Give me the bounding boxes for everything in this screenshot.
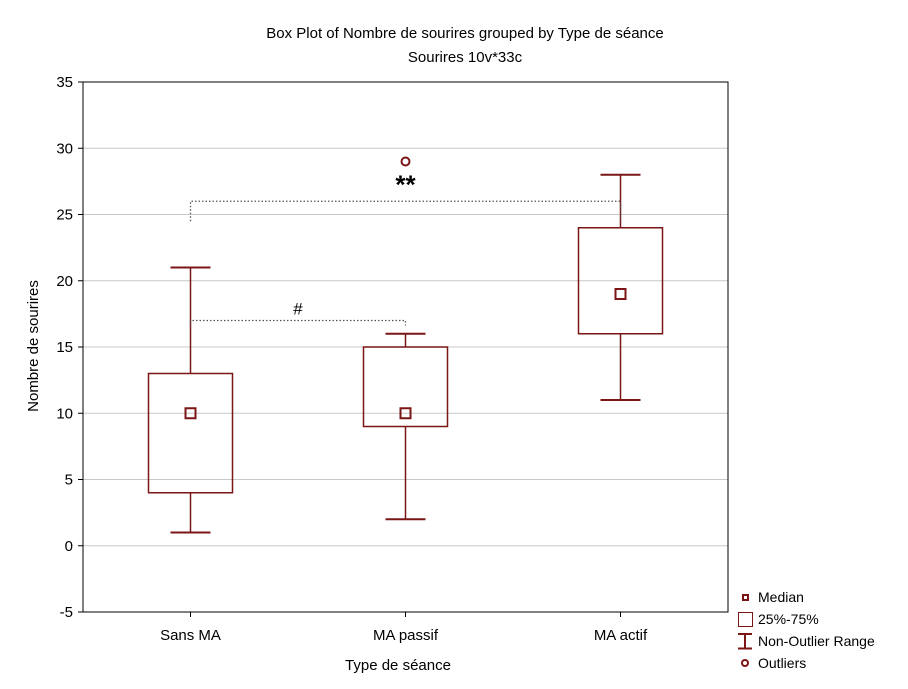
whisker-marker-icon xyxy=(736,633,754,649)
legend-label: 25%-75% xyxy=(758,611,819,627)
median-marker xyxy=(614,288,627,300)
y-tick-label: 5 xyxy=(65,472,73,489)
legend-label: Outliers xyxy=(758,655,807,671)
x-tick-label: MA passif xyxy=(373,627,439,644)
y-tick-label: 20 xyxy=(56,273,73,290)
y-tick-label: -5 xyxy=(60,604,73,621)
y-tick-label: 10 xyxy=(56,405,73,422)
x-axis-label: Type de séance xyxy=(345,657,451,674)
median-marker-icon xyxy=(736,593,754,601)
outlier-marker xyxy=(400,156,411,167)
legend-item-box: 25%-75% xyxy=(736,608,908,630)
significance-label: # xyxy=(293,300,303,319)
box-marker-icon xyxy=(736,611,754,627)
iqr-box xyxy=(362,346,449,428)
y-tick-label: 25 xyxy=(56,207,73,224)
outlier-marker-icon xyxy=(736,659,754,667)
y-tick-label: 0 xyxy=(65,538,73,555)
x-tick-label: MA actif xyxy=(594,627,648,644)
legend-label: Non-Outlier Range xyxy=(758,633,875,649)
significance-label: ** xyxy=(395,169,416,199)
median-marker xyxy=(184,407,197,420)
legend-item-range: Non-Outlier Range xyxy=(736,630,908,652)
y-axis-label: Nombre de sourires xyxy=(25,280,42,412)
legend-item-median: Median xyxy=(736,586,908,608)
legend-item-outliers: Outliers xyxy=(736,652,908,674)
y-tick-label: 30 xyxy=(56,140,73,157)
legend: Median 25%-75% Non-Outlier Range Outlier… xyxy=(736,586,908,674)
x-tick-label: Sans MA xyxy=(160,627,221,644)
significance-bracket xyxy=(189,319,407,326)
y-tick-label: 15 xyxy=(56,339,73,356)
legend-label: Median xyxy=(758,589,804,605)
significance-bracket xyxy=(189,200,622,222)
chart-title: Box Plot of Nombre de sourires grouped b… xyxy=(266,25,663,42)
iqr-box xyxy=(577,227,664,335)
iqr-box xyxy=(147,372,234,494)
y-tick-label: 35 xyxy=(56,74,73,91)
median-marker xyxy=(399,407,412,420)
chart-subtitle: Sourires 10v*33c xyxy=(408,49,523,66)
